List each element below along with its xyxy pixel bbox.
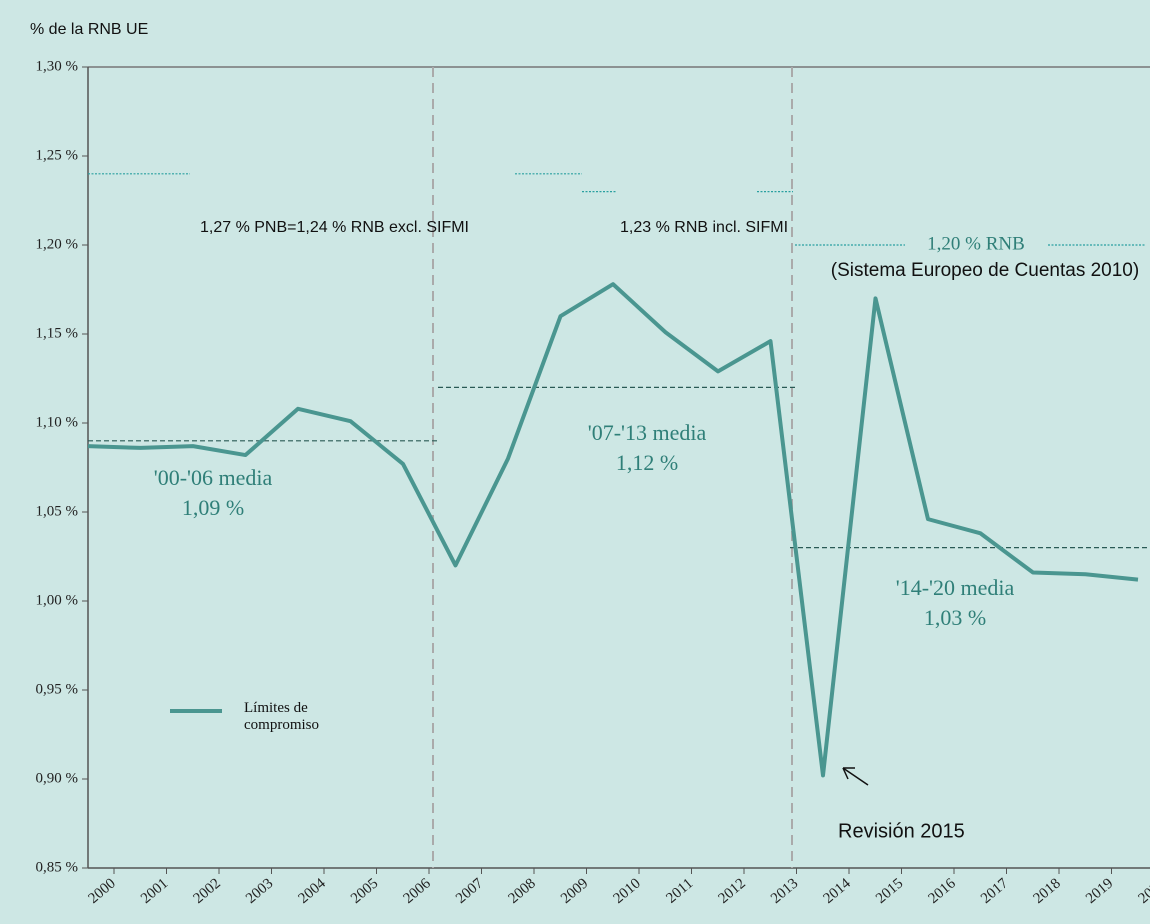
ceiling-label: 1,27 % PNB=1,24 % RNB excl. SIFMI [200,219,469,236]
average-label: '14-'20 media [896,575,1015,600]
annotation-arrow [842,767,869,786]
y-tick-label: 0,85 % [36,859,79,875]
ceiling-label: 1,20 % RNB [927,233,1025,254]
x-tick-label: 2020 [1136,875,1150,907]
y-tick-label: 0,90 % [36,770,79,786]
x-tick-label: 2000 [86,875,119,907]
x-tick-label: 2010 [611,875,644,907]
series-line [87,282,1139,778]
legend-label: Límites de compromiso [244,700,319,733]
x-tick-label: 2006 [401,875,435,907]
y-tick-label: 1,05 % [36,503,79,519]
ceiling-label: 1,23 % RNB incl. SIFMI [620,219,788,236]
x-tick-label: 2015 [873,875,906,907]
y-axis-label: % de la RNB UE [30,21,148,38]
average-value-label: 1,09 % [182,495,244,520]
x-tick-label: 2012 [716,875,749,907]
average-value-label: 1,03 % [924,605,986,630]
x-tick-label: 2019 [1083,875,1116,907]
x-tick-label: 2014 [821,875,855,907]
x-tick-label: 2004 [296,875,330,907]
y-tick-label: 0,95 % [36,681,79,697]
x-tick-label: 2009 [558,875,591,907]
average-label: '00-'06 media [154,465,273,490]
x-tick-label: 2008 [506,875,539,907]
x-tick-label: 2016 [926,875,960,907]
y-tick-label: 1,15 % [36,325,79,341]
average-value-label: 1,12 % [616,450,678,475]
x-tick-label: 2003 [243,875,276,907]
y-tick-label: 1,25 % [36,147,79,163]
arrow-head [842,767,855,780]
x-tick-label: 2007 [453,875,487,907]
y-tick-label: 1,30 % [36,58,79,74]
x-tick-label: 2005 [348,875,381,907]
annotation: Revisión 2015 [838,820,965,842]
x-tick-label: 2002 [191,875,224,907]
y-tick-label: 1,20 % [36,236,79,252]
x-tick-label: 2013 [768,875,801,907]
average-label: '07-'13 media [588,420,707,445]
x-tick-label: 2001 [138,875,171,907]
ceiling-note: (Sistema Europeo de Cuentas 2010) [830,260,1140,281]
y-tick-label: 1,00 % [36,592,79,608]
y-tick-label: 1,10 % [36,414,79,430]
x-tick-label: 2017 [978,875,1012,907]
x-tick-label: 2018 [1031,875,1064,907]
x-tick-label: 2011 [663,875,696,906]
